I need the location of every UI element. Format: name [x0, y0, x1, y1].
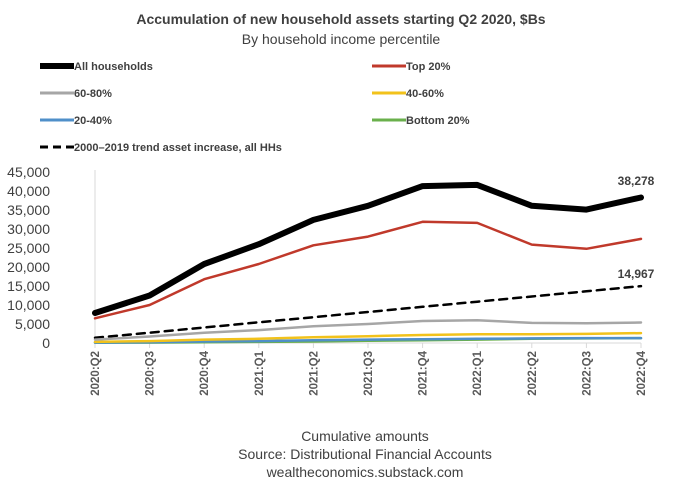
- annotation-all-households-last: 38,278: [618, 174, 655, 188]
- legend-item-2000-2019-trend-asset-increase-all-hhs: 2000–2019 trend asset increase, all HHs: [40, 142, 282, 154]
- x-axis: 2020:Q2 2020:Q3 2020:Q4 2021:Q1 2021:Q2 2021:…: [90, 342, 648, 396]
- footer-line-2: Source: Distributional Financial Account…: [238, 446, 492, 462]
- x-tick-label: 2021:Q1: [254, 350, 266, 395]
- x-tick-label: 2022:Q2: [527, 351, 539, 396]
- y-tick-label: 5,000: [15, 316, 50, 332]
- legend-item-20-40: 20-40%: [40, 115, 112, 127]
- legend-label-bottom-20: Bottom 20%: [406, 115, 470, 127]
- legend-label-60-80: 60-80%: [74, 88, 112, 100]
- legend-label-all-households: All households: [74, 61, 153, 73]
- x-tick-label: 2021:Q3: [363, 351, 375, 396]
- x-tick-label: 2020:Q2: [90, 351, 102, 396]
- legend-label-40-60: 40-60%: [406, 88, 444, 100]
- x-tick-label: 2020:Q3: [145, 351, 157, 396]
- chart-title: Accumulation of new household assets sta…: [136, 11, 545, 27]
- legend-item-40-60: 40-60%: [372, 88, 444, 100]
- footer-line-1: Cumulative amounts: [301, 428, 429, 444]
- x-tick-label: 2020:Q4: [199, 350, 211, 395]
- legend-label-2000-2019-trend-asset-increase-all-hhs: 2000–2019 trend asset increase, all HHs: [74, 142, 282, 154]
- series-line-40-60: [93, 331, 643, 344]
- x-tick-label: 2021:Q4: [418, 350, 430, 395]
- plot-area: [92, 181, 644, 345]
- series-line-60-80: [93, 318, 643, 341]
- y-tick-label: 25,000: [7, 240, 50, 256]
- legend: All households Top 20% 60-80% 40-60% 20-40% B…: [40, 61, 470, 154]
- y-tick-label: 0: [42, 335, 50, 351]
- legend-item-bottom-20: Bottom 20%: [372, 115, 470, 127]
- y-tick-label: 30,000: [7, 221, 50, 237]
- footer-line-3: wealtheconomics.substack.com: [266, 464, 464, 480]
- chart-subtitle: By household income percentile: [242, 31, 441, 47]
- legend-item-top-20: Top 20%: [372, 61, 451, 73]
- x-tick-label: 2022:Q1: [472, 350, 484, 395]
- x-tick-label: 2022:Q3: [581, 351, 593, 396]
- x-tick-label: 2022:Q4: [636, 350, 648, 395]
- series-line-all-households: [92, 181, 644, 316]
- y-tick-label: 45,000: [7, 164, 50, 180]
- y-tick-label: 35,000: [7, 202, 50, 218]
- legend-label-top-20: Top 20%: [406, 61, 451, 73]
- annotation-trend-last: 14,967: [618, 267, 655, 281]
- x-tick-label: 2021:Q2: [308, 351, 320, 396]
- y-axis: 0 5,000 10,000 15,000 20,000 25,000 30,000 35,0…: [7, 164, 96, 351]
- series-line-top-20: [93, 220, 643, 320]
- y-tick-label: 40,000: [7, 183, 50, 199]
- series-line-2000-2019-trend-asset-increase-all-hhs: [93, 284, 643, 340]
- y-tick-label: 10,000: [7, 297, 50, 313]
- legend-label-20-40: 20-40%: [74, 115, 112, 127]
- y-tick-label: 15,000: [7, 278, 50, 294]
- series-line-20-40: [93, 336, 643, 344]
- legend-item-60-80: 60-80%: [40, 88, 112, 100]
- legend-item-all-households: All households: [40, 61, 153, 73]
- y-tick-label: 20,000: [7, 259, 50, 275]
